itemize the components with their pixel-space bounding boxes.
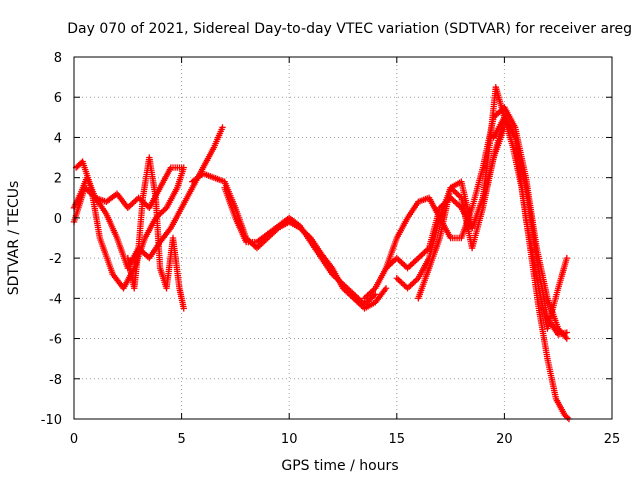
x-axis-ticks: 0 5 10 15 20 25 (70, 57, 620, 447)
grid (74, 57, 612, 419)
data-point (501, 124, 508, 131)
y-tick-label: 8 (54, 51, 62, 66)
x-tick-label: 0 (70, 432, 78, 447)
data-point (382, 285, 390, 292)
y-tick-label: 4 (54, 131, 62, 146)
y-tick-label: -8 (49, 373, 62, 388)
plot-frame (73, 56, 613, 420)
x-tick-label: 5 (177, 432, 185, 447)
data-point (219, 124, 226, 131)
x-tick-label: 20 (496, 432, 513, 447)
y-tick-label: -2 (49, 252, 62, 267)
x-tick-label: 25 (604, 432, 621, 447)
data-point (372, 291, 379, 298)
y-axis-label: SDTVAR / TECUs (6, 181, 22, 296)
series-satellite-track-9 (393, 114, 571, 338)
data-point (178, 164, 185, 171)
data-point (563, 254, 571, 262)
series-satellite-track-12 (415, 124, 508, 302)
y-tick-label: 0 (54, 212, 62, 227)
y-tick-label: -10 (41, 413, 62, 428)
data-point (563, 335, 571, 342)
y-tick-label: 2 (54, 172, 62, 187)
data-points (70, 83, 573, 423)
y-tick-label: -6 (49, 333, 62, 348)
series-satellite-track-7 (361, 194, 476, 302)
x-tick-label: 10 (281, 432, 298, 447)
series-satellite-track-6 (221, 184, 379, 308)
x-axis-label: GPS time / hours (281, 458, 398, 474)
data-point (564, 414, 571, 421)
y-tick-label: -4 (49, 292, 62, 307)
series-satellite-track-11 (490, 114, 571, 332)
data-point (180, 305, 187, 312)
y-axis-ticks: -10 -8 -6 -4 -2 0 2 4 6 8 (41, 51, 612, 428)
series-satellite-track-3 (70, 164, 185, 212)
x-tick-label: 15 (389, 432, 406, 447)
y-tick-label: 6 (54, 91, 62, 106)
chart-title: Day 070 of 2021, Sidereal Day-to-day VTE… (67, 21, 632, 37)
series-satellite-track-4 (124, 154, 187, 312)
data-point (563, 329, 571, 336)
